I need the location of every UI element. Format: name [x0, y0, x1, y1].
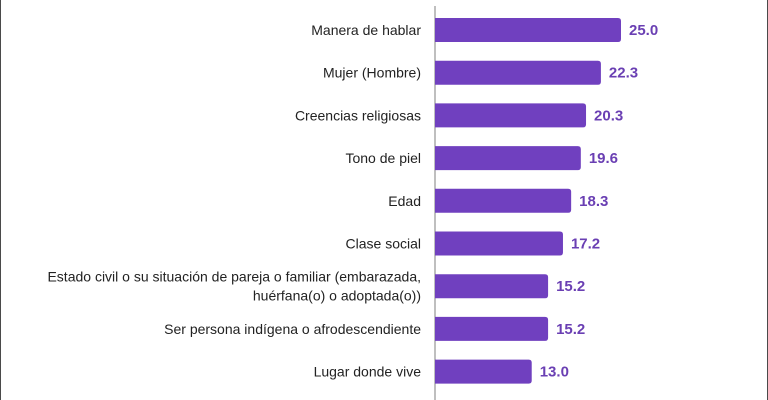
category-label-1: Mujer (Hombre) [323, 65, 421, 81]
category-label-7: Ser persona indígena o afrodescendiente [164, 321, 421, 337]
value-label-8: 13.0 [540, 364, 569, 381]
bars-group: 25.0 Manera de hablar 22.3 Mujer (Hombre) 20… [47, 18, 658, 384]
bar-7 [435, 316, 549, 341]
bar-6 [435, 274, 549, 299]
category-label-5: Clase social [346, 236, 421, 252]
bar-1 [435, 60, 601, 85]
value-label-5: 17.2 [571, 236, 600, 253]
bar-4 [435, 188, 572, 213]
category-label-4: Edad [388, 193, 421, 209]
category-label-2: Creencias religiosas [295, 107, 421, 123]
value-label-0: 25.0 [629, 22, 658, 39]
category-label-0: Manera de hablar [311, 22, 421, 38]
category-label-8: Lugar donde vive [314, 364, 422, 380]
value-label-4: 18.3 [579, 193, 608, 210]
bar-5 [435, 231, 563, 256]
value-label-3: 19.6 [589, 150, 618, 167]
category-label-3: Tono de piel [345, 150, 421, 166]
bar-2 [435, 103, 587, 128]
bar-8 [435, 359, 532, 384]
category-label-6: Estado civil o su situación de pareja o … [47, 269, 421, 304]
value-label-6: 15.2 [556, 278, 585, 295]
value-label-1: 22.3 [609, 65, 638, 82]
bar-0 [435, 18, 621, 42]
value-label-7: 15.2 [556, 321, 585, 338]
bar-3 [435, 146, 581, 171]
value-label-2: 20.3 [594, 107, 623, 124]
